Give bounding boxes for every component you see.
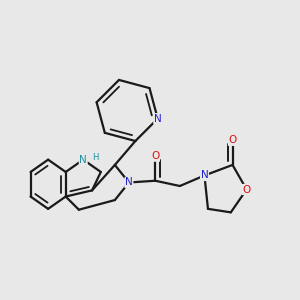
Text: H: H	[92, 152, 98, 161]
Text: N: N	[125, 178, 133, 188]
Text: O: O	[151, 151, 159, 161]
Text: N: N	[154, 114, 162, 124]
Text: O: O	[242, 184, 251, 194]
Text: N: N	[80, 155, 87, 165]
Text: N: N	[201, 170, 208, 181]
Text: O: O	[228, 135, 237, 145]
